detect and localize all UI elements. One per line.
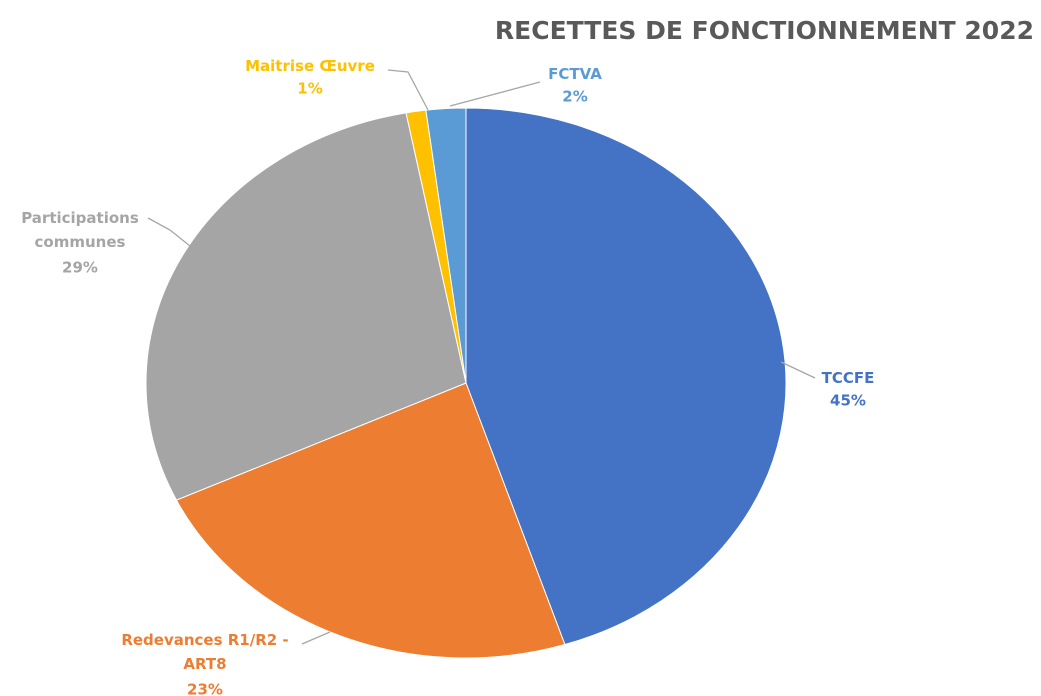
leader-line [387,69,429,111]
data-label-name: TCCFE [822,369,875,387]
data-label-name: FCTVA [548,65,602,83]
label-line: Maitrise Œuvre [245,57,375,75]
data-label-name: Participations communes [21,209,139,251]
leader-line [449,81,541,107]
data-label-value: 1% [297,80,322,98]
data-label-value: 2% [562,88,587,106]
leader-line [301,631,331,645]
leader-line [780,361,816,379]
label-line: communes [35,233,126,251]
pie-slice [175,382,566,659]
data-label-value: 45% [830,392,866,410]
label-line: FCTVA [548,65,602,83]
pie-slice [425,107,467,384]
pie-slice [145,112,467,501]
leader-line [147,217,191,247]
label-line: TCCFE [822,369,875,387]
data-label-value: 23% [187,681,223,696]
label-line: Redevances R1/R2 - [121,631,288,649]
data-label-value: 29% [62,259,98,277]
data-label-name: Redevances R1/R2 - ART8 [121,631,288,673]
chart-title: RECETTES DE FONCTIONNEMENT 2022 [495,16,1034,45]
pie-slice [465,107,787,646]
label-line: ART8 [183,655,226,673]
data-label-name: Maitrise Œuvre [245,57,375,75]
label-line: Participations [21,209,139,227]
